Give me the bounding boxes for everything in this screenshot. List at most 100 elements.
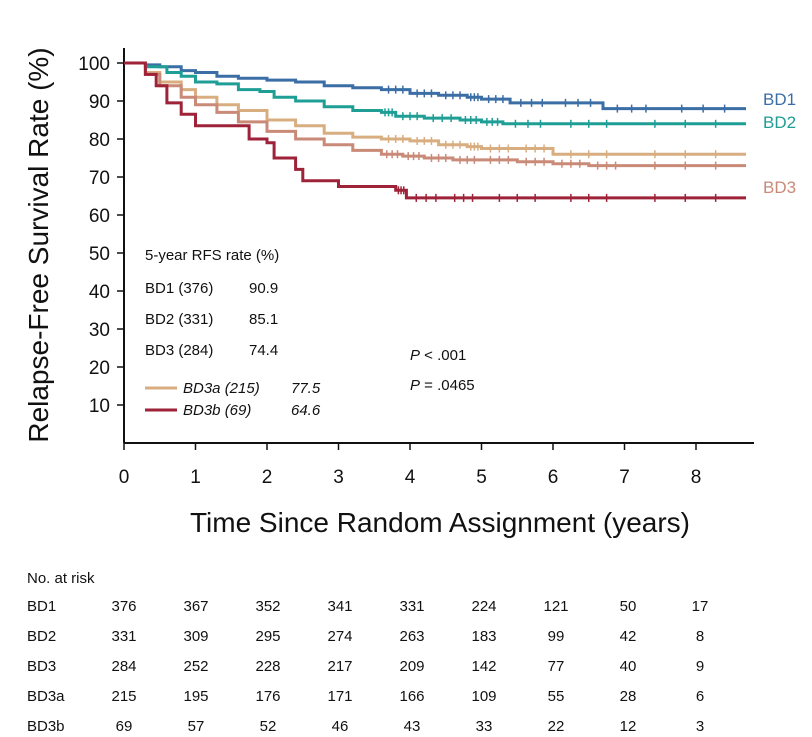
risk-cell: 99 xyxy=(548,628,565,645)
curve-bd3 xyxy=(124,61,746,168)
legend-sub-label: BD3a (215) xyxy=(183,380,260,397)
risk-cell: 57 xyxy=(188,718,205,735)
risk-row-label: BD3b xyxy=(27,718,65,735)
legend: 5-year RFS rate (%) BD1 (376) 90.9 BD2 (331… xyxy=(145,247,321,419)
y-tick-label: 90 xyxy=(89,92,110,113)
risk-cell: 22 xyxy=(548,718,565,735)
censor-marks xyxy=(384,85,726,202)
legend-sub-label: BD3b (69) xyxy=(183,402,251,419)
p-value-text: P = .0465 xyxy=(410,377,475,394)
legend-entry-label: BD3 (284) xyxy=(145,342,213,359)
risk-cell: 284 xyxy=(111,658,136,675)
risk-row-label: BD3 xyxy=(27,658,56,675)
curve-bd3b xyxy=(124,61,746,200)
legend-sub-value: 64.6 xyxy=(291,402,321,419)
risk-cell: 33 xyxy=(476,718,493,735)
risk-cell: 295 xyxy=(255,628,280,645)
risk-row-label: BD2 xyxy=(27,628,56,645)
risk-cell: 367 xyxy=(183,598,208,615)
series-end-labels: BD1 BD2 BD3 xyxy=(763,90,796,197)
p-value-text: P < .001 xyxy=(410,347,466,364)
x-tick-label: 5 xyxy=(476,467,487,488)
x-tick-label: 8 xyxy=(691,467,702,488)
risk-cell: 195 xyxy=(183,688,208,705)
y-tick-label: 80 xyxy=(89,130,110,151)
y-tick-label: 30 xyxy=(89,320,110,341)
legend-entry-value: 90.9 xyxy=(249,280,278,297)
risk-cell: 341 xyxy=(327,598,352,615)
risk-cell: 209 xyxy=(399,658,424,675)
risk-cell: 12 xyxy=(620,718,637,735)
risk-cell: 8 xyxy=(696,628,704,645)
risk-cell: 69 xyxy=(116,718,133,735)
legend-title: 5-year RFS rate (%) xyxy=(145,247,279,264)
x-tick-label: 3 xyxy=(333,467,344,488)
risk-cell: 176 xyxy=(255,688,280,705)
p-value-annotations: P < .001 P = .0465 xyxy=(410,347,475,394)
risk-cell: 55 xyxy=(548,688,565,705)
risk-row-label: BD1 xyxy=(27,598,56,615)
risk-cell: 183 xyxy=(471,628,496,645)
y-tick-label: 40 xyxy=(89,282,110,303)
risk-cell: 217 xyxy=(327,658,352,675)
legend-entry-value: 85.1 xyxy=(249,311,278,328)
curve-bd2 xyxy=(124,61,746,126)
risk-table-title: No. at risk xyxy=(27,570,95,587)
end-label-bd1: BD1 xyxy=(763,90,796,109)
risk-cell: 263 xyxy=(399,628,424,645)
risk-cell: 17 xyxy=(692,598,709,615)
y-tick-label: 70 xyxy=(89,168,110,189)
y-tick-label: 10 xyxy=(89,396,110,417)
risk-cell: 46 xyxy=(332,718,349,735)
legend-sub-value: 77.5 xyxy=(291,380,321,397)
y-tick-label: 60 xyxy=(89,206,110,227)
legend-entry-label: BD2 (331) xyxy=(145,311,213,328)
risk-cell: 77 xyxy=(548,658,565,675)
risk-cell: 50 xyxy=(620,598,637,615)
legend-entry-label: BD1 (376) xyxy=(145,280,213,297)
y-tick-label: 100 xyxy=(78,54,110,75)
risk-cell: 52 xyxy=(260,718,277,735)
risk-cell: 109 xyxy=(471,688,496,705)
x-tick-label: 2 xyxy=(262,467,273,488)
end-label-bd3: BD3 xyxy=(763,178,796,197)
x-tick-label: 0 xyxy=(119,467,130,488)
risk-cell: 274 xyxy=(327,628,352,645)
risk-cell: 331 xyxy=(399,598,424,615)
x-tick-label: 4 xyxy=(405,467,416,488)
risk-cell: 228 xyxy=(255,658,280,675)
risk-cell: 3 xyxy=(696,718,704,735)
risk-cell: 42 xyxy=(620,628,637,645)
risk-cell: 376 xyxy=(111,598,136,615)
survival-curves xyxy=(124,61,746,200)
x-axis-title: Time Since Random Assignment (years) xyxy=(190,507,690,538)
y-tick-label: 20 xyxy=(89,358,110,379)
risk-cell: 331 xyxy=(111,628,136,645)
y-tick-label: 50 xyxy=(89,244,110,265)
y-axis-title: Relapse-Free Survival Rate (%) xyxy=(23,47,54,442)
legend-entry-value: 74.4 xyxy=(249,342,278,359)
risk-cell: 352 xyxy=(255,598,280,615)
x-tick-label: 7 xyxy=(619,467,630,488)
risk-cell: 215 xyxy=(111,688,136,705)
risk-cell: 142 xyxy=(471,658,496,675)
risk-cell: 166 xyxy=(399,688,424,705)
risk-cell: 9 xyxy=(696,658,704,675)
risk-cell: 309 xyxy=(183,628,208,645)
curve-bd1 xyxy=(124,61,746,111)
x-tick-label: 1 xyxy=(190,467,201,488)
risk-row-label: BD3a xyxy=(27,688,65,705)
risk-cell: 224 xyxy=(471,598,496,615)
risk-cell: 40 xyxy=(620,658,637,675)
risk-cell: 171 xyxy=(327,688,352,705)
risk-cell: 252 xyxy=(183,658,208,675)
x-tick-label: 6 xyxy=(548,467,559,488)
risk-cell: 6 xyxy=(696,688,704,705)
risk-cell: 121 xyxy=(543,598,568,615)
risk-cell: 43 xyxy=(404,718,421,735)
risk-cell: 28 xyxy=(620,688,637,705)
end-label-bd2: BD2 xyxy=(763,113,796,132)
